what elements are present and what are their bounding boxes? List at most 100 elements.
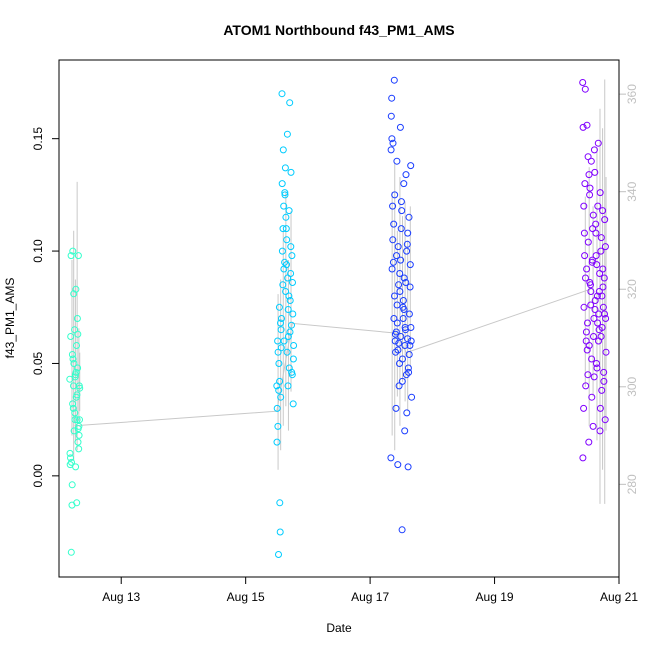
- data-point: [585, 342, 593, 349]
- data-point: [275, 360, 283, 367]
- data-point: [71, 373, 79, 381]
- y2-tick-label: 320: [625, 279, 639, 299]
- data-point: [283, 261, 290, 269]
- data-point: [406, 261, 414, 269]
- data-point: [404, 335, 411, 343]
- data-point: [273, 438, 281, 446]
- data-point: [401, 427, 409, 435]
- data-point: [589, 211, 597, 219]
- data-point: [389, 236, 397, 244]
- data-point: [274, 348, 282, 356]
- data-point: [599, 303, 607, 311]
- data-point: [596, 427, 604, 435]
- data-point: [595, 288, 603, 295]
- data-point: [75, 445, 83, 453]
- data-point: [288, 368, 296, 376]
- data-point: [406, 342, 414, 349]
- data-point: [405, 368, 413, 376]
- data-point: [593, 261, 601, 269]
- data-point: [282, 213, 290, 221]
- data-point: [282, 225, 290, 233]
- y-tick-label: 0.00: [31, 464, 45, 488]
- data-point: [394, 243, 402, 251]
- data-point: [587, 288, 595, 295]
- data-point: [585, 438, 593, 446]
- data-point: [593, 364, 601, 372]
- data-point: [67, 252, 75, 260]
- data-point: [73, 342, 80, 349]
- data-point: [601, 216, 609, 224]
- plot-frame: [58, 59, 620, 578]
- data-point: [407, 162, 415, 170]
- data-point: [387, 112, 395, 120]
- x-tick-label: Aug 13: [102, 590, 140, 604]
- data-point: [69, 247, 77, 255]
- data-point: [396, 288, 404, 295]
- data-point: [589, 225, 597, 233]
- trend-line: [74, 288, 591, 427]
- data-point: [582, 274, 589, 282]
- data-point: [592, 229, 600, 237]
- data-point: [276, 499, 284, 507]
- data-point: [391, 292, 398, 300]
- data-point: [404, 364, 412, 372]
- data-point: [597, 333, 605, 340]
- data-point: [583, 346, 591, 354]
- data-point: [283, 348, 291, 356]
- data-point: [74, 438, 82, 446]
- data-point: [395, 281, 403, 289]
- x-tick-label: Aug 15: [227, 590, 265, 604]
- data-point: [281, 191, 289, 199]
- data-point: [591, 306, 599, 313]
- data-point: [600, 377, 608, 385]
- data-point: [71, 326, 79, 334]
- data-point: [288, 252, 296, 260]
- data-point: [594, 202, 602, 210]
- x-tick-label: Aug 21: [600, 590, 638, 604]
- data-point: [387, 146, 395, 154]
- data-point: [75, 431, 83, 439]
- data-point: [582, 382, 590, 390]
- x-tick-label: Aug 17: [351, 590, 389, 604]
- data-point: [396, 123, 404, 131]
- data-point: [287, 243, 295, 251]
- data-point: [590, 373, 598, 381]
- data-point: [284, 382, 292, 390]
- data-point: [395, 382, 403, 390]
- data-point: [73, 391, 81, 399]
- data-point: [599, 207, 607, 215]
- data-point: [388, 135, 396, 143]
- data-point: [289, 400, 297, 408]
- data-point: [394, 461, 402, 469]
- data-point: [68, 481, 76, 489]
- data-point: [399, 315, 407, 322]
- data-point: [596, 270, 604, 277]
- data-point: [580, 303, 588, 311]
- data-point: [76, 416, 83, 424]
- data-point: [391, 337, 399, 345]
- data-point: [407, 324, 415, 331]
- data-point: [407, 337, 415, 345]
- data-point: [584, 371, 592, 379]
- data-point: [72, 463, 80, 471]
- data-point: [391, 330, 399, 338]
- data-point: [71, 409, 79, 417]
- data-point: [600, 368, 608, 376]
- data-point: [69, 400, 77, 408]
- data-point: [74, 252, 82, 260]
- data-point: [70, 382, 77, 390]
- data-point: [275, 303, 283, 311]
- data-point: [400, 306, 408, 313]
- data-point: [288, 321, 295, 329]
- x-axis-label: Date: [326, 621, 352, 635]
- points-layer: [66, 76, 610, 558]
- y2-tick-label: 340: [625, 181, 639, 201]
- data-point: [590, 146, 598, 154]
- data-point: [289, 310, 297, 318]
- data-point: [389, 202, 397, 210]
- data-point: [588, 355, 596, 363]
- data-point: [66, 449, 74, 457]
- data-point: [390, 76, 398, 84]
- data-point: [286, 99, 294, 107]
